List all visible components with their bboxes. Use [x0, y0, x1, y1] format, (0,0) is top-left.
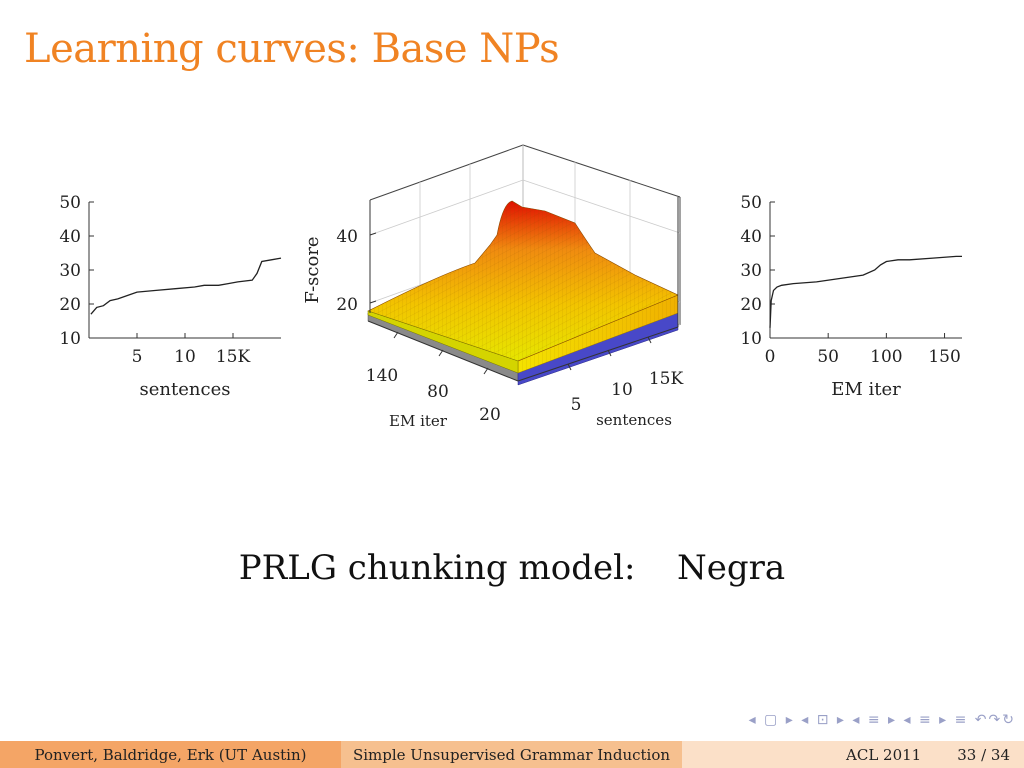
y-tick-label: 40	[740, 227, 762, 247]
surface-floor-axes	[367, 197, 679, 382]
caption-dataset: Negra	[677, 548, 786, 588]
y-tick-label: 50	[59, 193, 81, 213]
slide-caption: PRLG chunking model: Negra	[0, 548, 1024, 588]
footer-authors: Ponvert, Baldridge, Erk (UT Austin)	[0, 741, 341, 768]
footer-page-number: 33 / 34	[957, 745, 1010, 764]
y-tick-label: 50	[740, 193, 762, 213]
caption-model: PRLG chunking model:	[238, 548, 636, 588]
x-axis-label: EM iter	[389, 412, 448, 430]
footer-talk-title: Simple Unsupervised Grammar Induction	[341, 741, 682, 768]
beamer-navigation[interactable]: ◂ ▢ ▸ ◂ ⊡ ▸ ◂ ≡ ▸ ◂ ≡ ▸ ≡ ↶↷↻	[748, 712, 1016, 728]
z-tick-label: 20	[336, 295, 358, 315]
x-tick-label: 140	[366, 366, 398, 386]
y-tick-label: 5	[571, 395, 582, 415]
y-tick-label: 20	[59, 295, 81, 315]
x-tick-label: 150	[928, 347, 960, 367]
y-tick-label: 10	[611, 380, 633, 400]
x-tick-label: 20	[479, 405, 501, 425]
chart-sentences: 10 20 30 40 50 5 10 15K sentences	[59, 193, 282, 400]
chart-em-iter: 10 20 30 40 50 0 50 100 150 EM iter	[740, 193, 962, 400]
x-tick-label: 10	[174, 347, 196, 367]
y-tick-label: 30	[740, 261, 762, 281]
y-tick-label: 30	[59, 261, 81, 281]
chart-surface-3d: 20 40 20 80 140 5 10 15K F-score EM iter sentences	[302, 144, 684, 430]
footer-conference: ACL 2011	[846, 745, 922, 764]
x-tick-label: 5	[132, 347, 143, 367]
footer: Ponvert, Baldridge, Erk (UT Austin) Simp…	[0, 741, 1024, 768]
x-tick-label: 80	[427, 382, 449, 402]
z-tick-label: 40	[336, 227, 358, 247]
y-axis-label: sentences	[596, 411, 672, 429]
y-tick-label: 20	[740, 295, 762, 315]
y-tick-label: 10	[740, 329, 762, 349]
x-axis-label: sentences	[140, 379, 231, 400]
surface-mesh	[367, 200, 679, 386]
y-tick-label: 15K	[649, 369, 684, 389]
z-axis-label: F-score	[302, 236, 323, 303]
y-tick-label: 40	[59, 227, 81, 247]
series-line	[90, 257, 282, 315]
series-line	[769, 255, 962, 328]
page-title: Learning curves: Base NPs	[24, 26, 560, 72]
x-axis-label: EM iter	[831, 379, 901, 400]
x-tick-label: 0	[765, 347, 776, 367]
x-tick-label: 50	[817, 347, 839, 367]
x-tick-label: 100	[870, 347, 902, 367]
footer-right: ACL 2011 33 / 34	[682, 741, 1024, 768]
x-tick-label: 15K	[216, 347, 251, 367]
y-tick-label: 10	[59, 329, 81, 349]
